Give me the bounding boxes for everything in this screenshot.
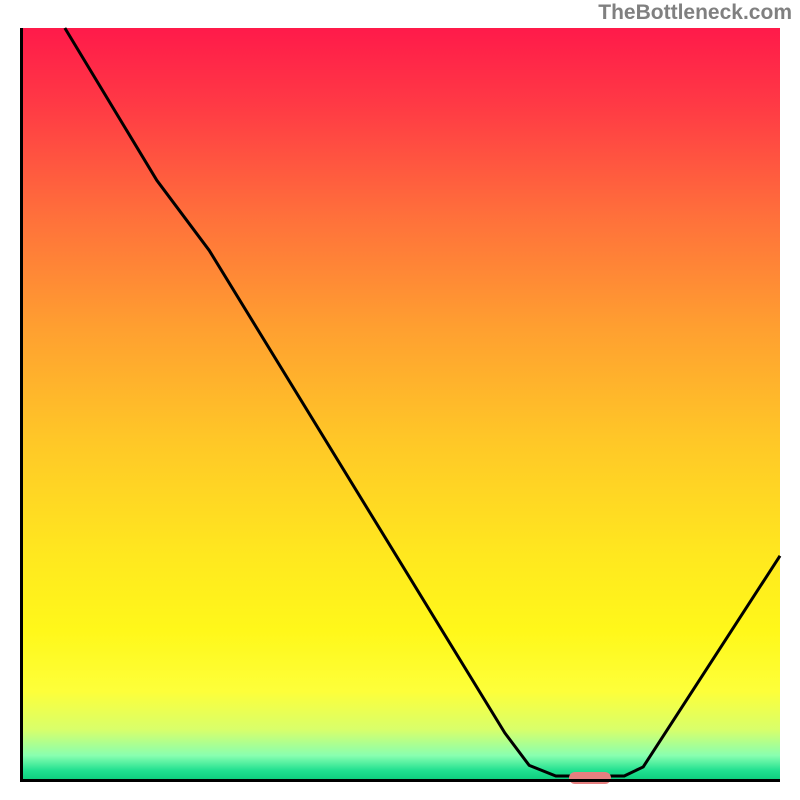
watermark-text: TheBottleneck.com <box>598 1 792 25</box>
y-axis <box>20 28 23 782</box>
curve-line <box>20 28 780 782</box>
chart-container: TheBottleneck.com <box>0 0 800 800</box>
plot-area <box>20 28 780 782</box>
x-axis <box>20 779 780 782</box>
